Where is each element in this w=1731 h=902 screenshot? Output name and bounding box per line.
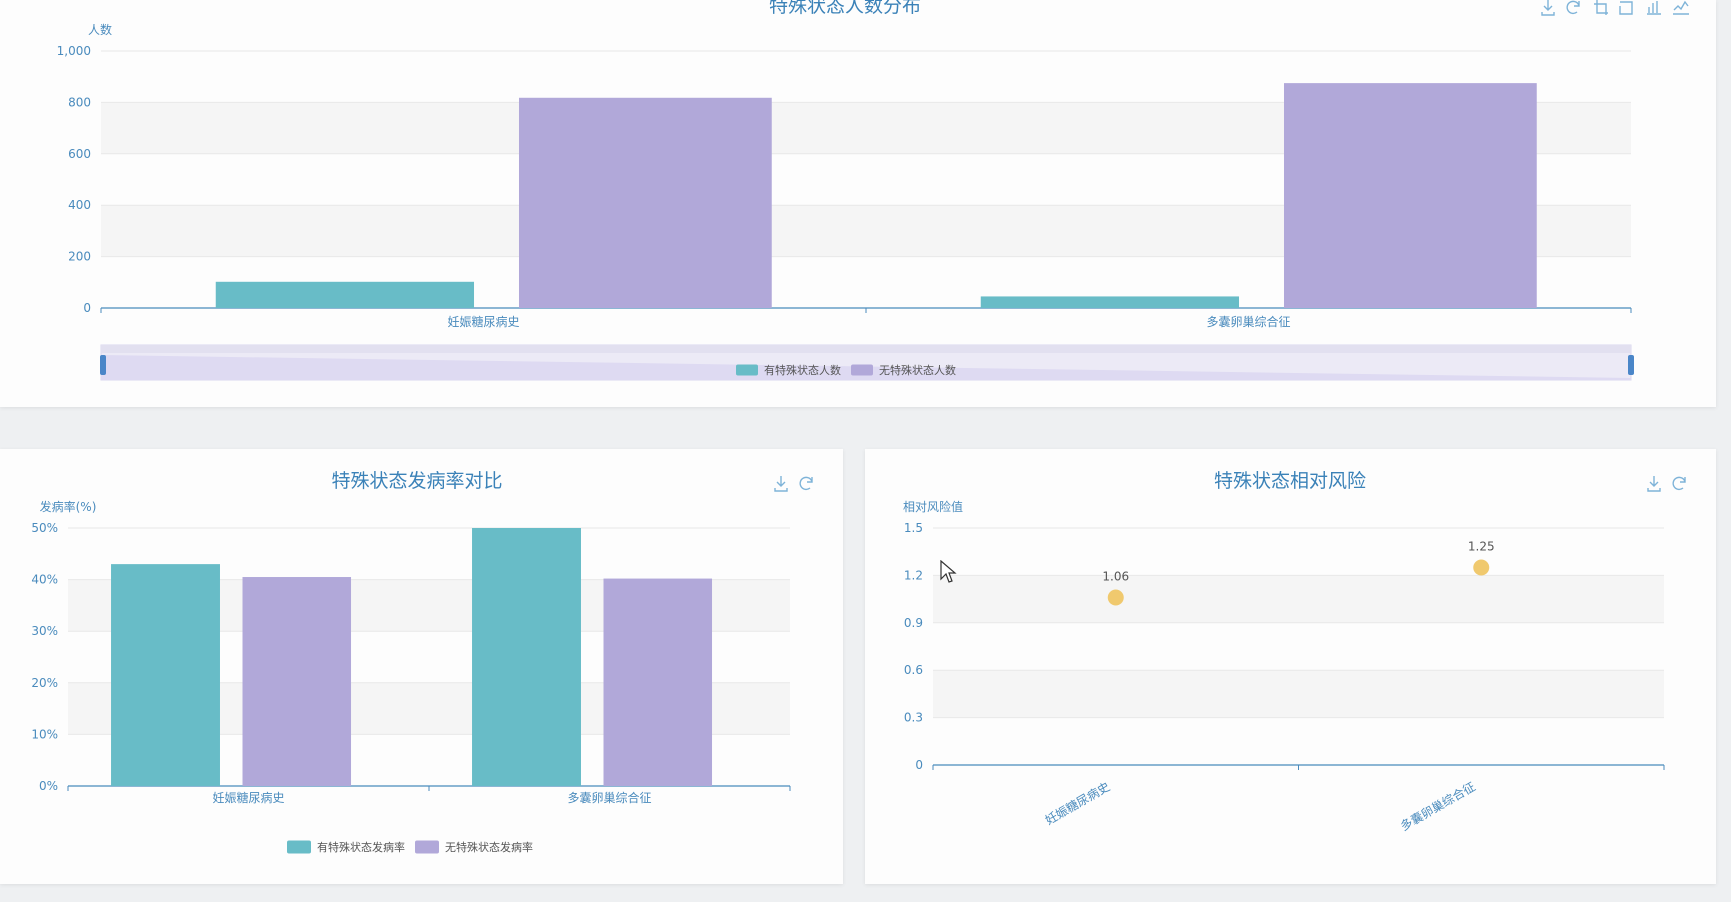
y-tick-label: 200 — [68, 250, 91, 264]
y-axis-title: 相对风险值 — [903, 499, 963, 514]
x-tick-label: 多囊卵巢综合征 — [1206, 314, 1290, 329]
refresh-icon[interactable] — [799, 476, 813, 491]
download-icon[interactable] — [1647, 476, 1661, 492]
y-tick-label: 50% — [31, 521, 58, 535]
relative-risk-chart: 特殊状态相对风险 相对风险值 0 0.3 0.6 0.9 1.2 1.5 1.06 妊娠糖尿病史… — [903, 470, 1686, 834]
x-tick-label: 多囊卵巢综合征 — [1397, 779, 1477, 834]
bar-with-condition — [980, 296, 1240, 308]
grid-band — [933, 575, 1664, 623]
y-tick-label: 0.6 — [904, 663, 923, 677]
download-icon[interactable] — [1541, 0, 1555, 16]
data-label: 1.25 — [1468, 540, 1495, 554]
scatter-point — [1473, 559, 1490, 576]
y-tick-label: 1.2 — [904, 568, 923, 582]
y-tick-label: 0 — [83, 301, 91, 315]
legend-label: 无特殊状态人数 — [879, 363, 956, 377]
line-icon[interactable] — [1673, 0, 1689, 15]
incidence-chart: 特殊状态发病率对比 发病率(%) 0% 10% 20% 30% 40% 50% 妊娠糖尿病史 多… — [31, 470, 813, 854]
y-tick-label: 0 — [915, 758, 923, 772]
mouse-cursor-icon — [940, 560, 957, 583]
bar-without-condition — [603, 578, 713, 786]
y-tick-label: 0.3 — [904, 711, 923, 725]
x-tick-label: 妊娠糖尿病史 — [447, 314, 519, 329]
download-icon[interactable] — [774, 476, 788, 492]
legend-item[interactable]: 有特殊状态发病率 — [287, 840, 405, 854]
bar-icon[interactable] — [1647, 1, 1661, 15]
slider-left-handle[interactable] — [100, 355, 106, 375]
x-tick-label: 妊娠糖尿病史 — [212, 790, 284, 805]
relative-risk-chart-panel: 特殊状态相对风险 相对风险值 0 0.3 0.6 0.9 1.2 1.5 1.06 妊娠糖尿病史… — [865, 449, 1716, 884]
legend-item[interactable]: 有特殊状态人数 — [736, 363, 841, 377]
y-tick-label: 10% — [31, 727, 58, 741]
bar-without-condition — [1283, 83, 1537, 308]
y-tick-label: 400 — [68, 198, 91, 212]
data-label: 1.06 — [1102, 570, 1129, 584]
y-tick-label: 1.5 — [904, 521, 923, 535]
incidence-chart-panel: 特殊状态发病率对比 发病率(%) 0% 10% 20% 30% 40% 50% 妊娠糖尿病史 多… — [0, 449, 843, 884]
y-axis-title: 发病率(%) — [40, 499, 97, 514]
chart-title: 特殊状态发病率对比 — [331, 470, 502, 492]
x-tick-label: 多囊卵巢综合征 — [567, 790, 651, 805]
legend-label: 有特殊状态人数 — [764, 363, 841, 377]
slider-right-handle[interactable] — [1628, 355, 1634, 375]
chart-title: 特殊状态人数分布 — [769, 0, 921, 17]
legend-item[interactable]: 无特殊状态发病率 — [415, 840, 533, 854]
y-axis-title: 人数 — [88, 22, 112, 37]
toolbox — [1647, 476, 1686, 492]
legend-swatch — [287, 840, 311, 854]
y-tick-label: 30% — [31, 624, 58, 638]
y-tick-label: 800 — [68, 95, 91, 109]
refresh-icon[interactable] — [1672, 476, 1686, 491]
zoom-reset-icon[interactable] — [1619, 1, 1633, 15]
y-tick-label: 0.9 — [904, 616, 923, 630]
y-tick-label: 0% — [39, 779, 58, 793]
bar-with-condition — [472, 528, 581, 786]
bar-with-condition — [215, 281, 475, 308]
legend-swatch — [415, 840, 439, 854]
legend-item[interactable]: 无特殊状态人数 — [851, 363, 956, 377]
chart-title: 特殊状态相对风险 — [1214, 470, 1366, 492]
scatter-point — [1107, 589, 1124, 606]
zoom-icon[interactable] — [1594, 0, 1608, 15]
population-chart: 特殊状态人数分布 — [57, 0, 1689, 381]
bar-without-condition — [242, 577, 352, 786]
y-tick-label: 1,000 — [57, 44, 91, 58]
legend-swatch — [736, 364, 758, 376]
bar-with-condition — [111, 564, 220, 786]
population-chart-panel: 特殊状态人数分布 — [0, 0, 1716, 407]
refresh-icon[interactable] — [1566, 0, 1580, 15]
y-tick-label: 40% — [31, 573, 58, 587]
grid-band — [933, 670, 1664, 718]
toolbox — [774, 476, 813, 492]
legend-label: 有特殊状态发病率 — [317, 840, 405, 854]
bar-without-condition — [518, 97, 772, 308]
y-tick-label: 600 — [68, 147, 91, 161]
legend-swatch — [851, 364, 873, 376]
y-tick-label: 20% — [31, 676, 58, 690]
x-tick-label: 妊娠糖尿病史 — [1042, 779, 1112, 828]
toolbox — [1541, 0, 1689, 16]
legend-label: 无特殊状态发病率 — [445, 840, 533, 854]
